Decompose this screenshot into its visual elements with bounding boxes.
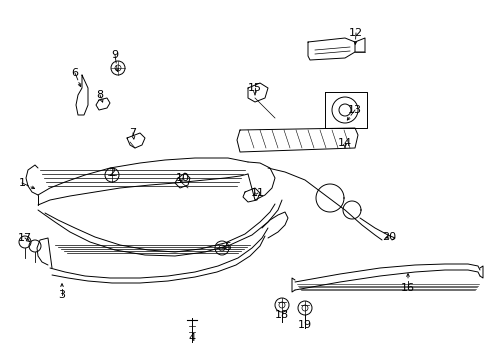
Text: 7: 7: [129, 128, 136, 138]
Text: 14: 14: [337, 138, 351, 148]
Text: 19: 19: [297, 320, 311, 330]
Text: 9: 9: [111, 50, 118, 60]
Text: 15: 15: [247, 83, 262, 93]
Text: 8: 8: [96, 90, 103, 100]
Text: 6: 6: [71, 68, 79, 78]
Text: 17: 17: [18, 233, 32, 243]
Text: 10: 10: [176, 173, 190, 183]
Text: 20: 20: [381, 232, 395, 242]
Text: 16: 16: [400, 283, 414, 293]
Text: 18: 18: [274, 310, 288, 320]
Text: 1: 1: [19, 178, 25, 188]
Text: 11: 11: [250, 188, 264, 198]
Text: 12: 12: [348, 28, 362, 38]
Text: 3: 3: [59, 290, 65, 300]
Text: 4: 4: [188, 333, 195, 343]
Text: 5: 5: [224, 242, 231, 252]
Text: 2: 2: [108, 168, 115, 178]
Text: 13: 13: [347, 105, 361, 115]
